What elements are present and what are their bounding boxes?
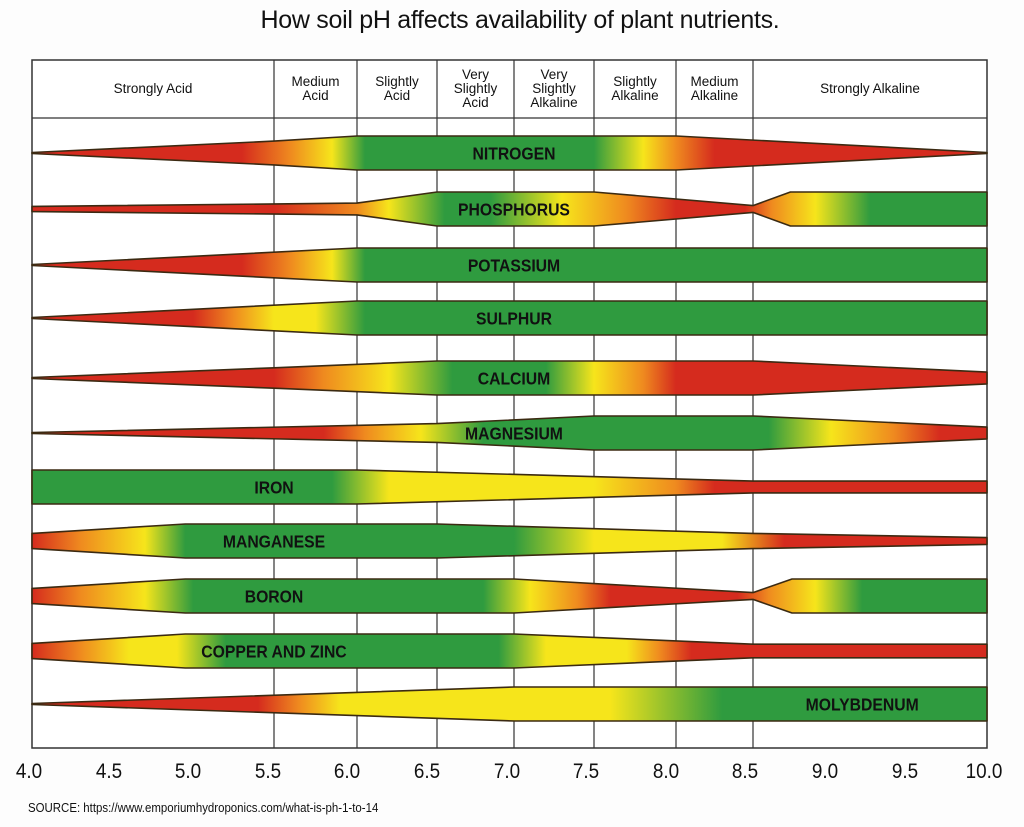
band-molybdenum bbox=[31, 686, 988, 722]
chart-title: How soil pH affects availability of plan… bbox=[260, 6, 780, 34]
x-tick-label: 7.0 bbox=[493, 760, 520, 783]
band-nitrogen bbox=[31, 135, 988, 171]
x-tick-label: 6.0 bbox=[334, 760, 361, 783]
zone-label: Very Slightly Alkaline bbox=[530, 67, 578, 110]
x-tick-label: 6.5 bbox=[413, 760, 441, 783]
band-label-copper-and-zinc: COPPER AND ZINC bbox=[201, 642, 346, 662]
zone-label: Strongly Alkaline bbox=[820, 81, 920, 96]
band-label-magnesium: MAGNESIUM bbox=[465, 424, 563, 444]
x-tick-label: 9.0 bbox=[811, 760, 839, 783]
x-tick-label: 5.5 bbox=[254, 760, 281, 783]
zone-label: Medium Acid bbox=[291, 74, 340, 103]
x-tick-label: 7.5 bbox=[573, 760, 600, 783]
band-label-iron: IRON bbox=[254, 478, 293, 498]
band-label-manganese: MANGANESE bbox=[223, 532, 325, 552]
source-note: SOURCE: https://www.emporiumhydroponics.… bbox=[28, 800, 379, 815]
x-tick-label: 8.0 bbox=[652, 760, 679, 783]
x-tick-label: 10.0 bbox=[965, 760, 1003, 783]
band-manganese bbox=[31, 523, 988, 559]
band-calcium bbox=[31, 360, 988, 396]
x-tick-label: 9.5 bbox=[891, 760, 918, 783]
band-label-sulphur: SULPHUR bbox=[476, 309, 552, 329]
zone-label: Slightly Alkaline bbox=[611, 74, 659, 103]
x-tick-label: 4.5 bbox=[95, 760, 122, 783]
band-sulphur bbox=[31, 300, 988, 336]
band-label-molybdenum: MOLYBDENUM bbox=[806, 695, 919, 715]
band-boron bbox=[31, 578, 988, 614]
zone-label: Strongly Acid bbox=[113, 81, 193, 96]
zone-label: Medium Alkaline bbox=[690, 74, 739, 103]
band-phosphorus bbox=[31, 191, 988, 227]
x-tick-label: 8.5 bbox=[732, 760, 759, 783]
band-label-nitrogen: NITROGEN bbox=[472, 144, 555, 164]
band-label-phosphorus: PHOSPHORUS bbox=[458, 200, 570, 220]
zone-label: Slightly Acid bbox=[375, 74, 419, 103]
band-magnesium bbox=[31, 415, 988, 451]
band-potassium bbox=[31, 247, 988, 283]
x-tick-label: 5.0 bbox=[175, 760, 202, 783]
band-label-boron: BORON bbox=[245, 587, 304, 607]
band-label-calcium: CALCIUM bbox=[478, 369, 551, 389]
band-copper-and-zinc bbox=[31, 633, 988, 669]
x-tick-label: 4.0 bbox=[15, 760, 43, 783]
band-iron bbox=[31, 469, 988, 505]
zone-label: Very Slightly Acid bbox=[453, 67, 498, 110]
band-label-potassium: POTASSIUM bbox=[468, 256, 560, 276]
